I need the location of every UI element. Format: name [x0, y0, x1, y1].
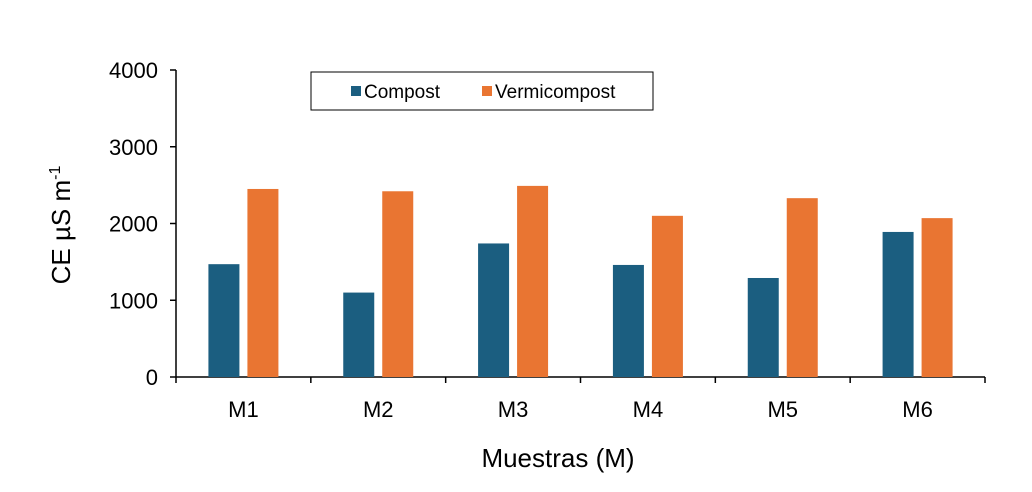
- bar-vermicompost-m3: [517, 185, 549, 377]
- y-axis-title-superscript: -1: [47, 166, 64, 180]
- bar-vermicompost-m6: [921, 218, 953, 377]
- bar-vermicompost-m5: [786, 198, 818, 377]
- x-tick-label: M6: [902, 397, 933, 422]
- bar-vermicompost-m2: [382, 191, 414, 377]
- y-tick-label: 1000: [109, 288, 158, 313]
- x-tick-label: M1: [228, 397, 259, 422]
- x-tick-label: M5: [767, 397, 798, 422]
- bar-compost-m4: [612, 264, 644, 377]
- x-tick-label: M2: [363, 397, 394, 422]
- y-tick-label: 0: [146, 365, 158, 390]
- legend-label-compost: Compost: [364, 82, 441, 103]
- legend-label-vermicompost: Vermicompost: [495, 82, 616, 103]
- plot-area: 0 1000 2000 3000 4000 M1 M2 M3 M4 M5 M6: [109, 58, 986, 422]
- bar-vermicompost-m1: [247, 188, 279, 377]
- x-tick-label: M3: [498, 397, 529, 422]
- bar-compost-m5: [747, 277, 779, 377]
- x-axis-title: Muestras (M): [481, 443, 634, 473]
- bar-compost-m1: [208, 264, 240, 377]
- bar-compost-m3: [478, 243, 510, 377]
- y-axis-title: CE µS m-1: [46, 166, 76, 285]
- y-axis-title-base: CE µS m: [46, 180, 76, 285]
- y-tick-label: 2000: [109, 212, 158, 237]
- bar-vermicompost-m4: [651, 215, 683, 377]
- legend-swatch-compost: [351, 86, 361, 96]
- x-tick-label: M4: [633, 397, 664, 422]
- legend-swatch-vermicompost: [482, 86, 492, 96]
- legend: Compost Vermicompost: [310, 71, 654, 111]
- bar-compost-m6: [882, 231, 914, 377]
- y-tick-label: 4000: [109, 58, 158, 83]
- y-tick-label: 3000: [109, 135, 158, 160]
- bar-compost-m2: [343, 292, 375, 377]
